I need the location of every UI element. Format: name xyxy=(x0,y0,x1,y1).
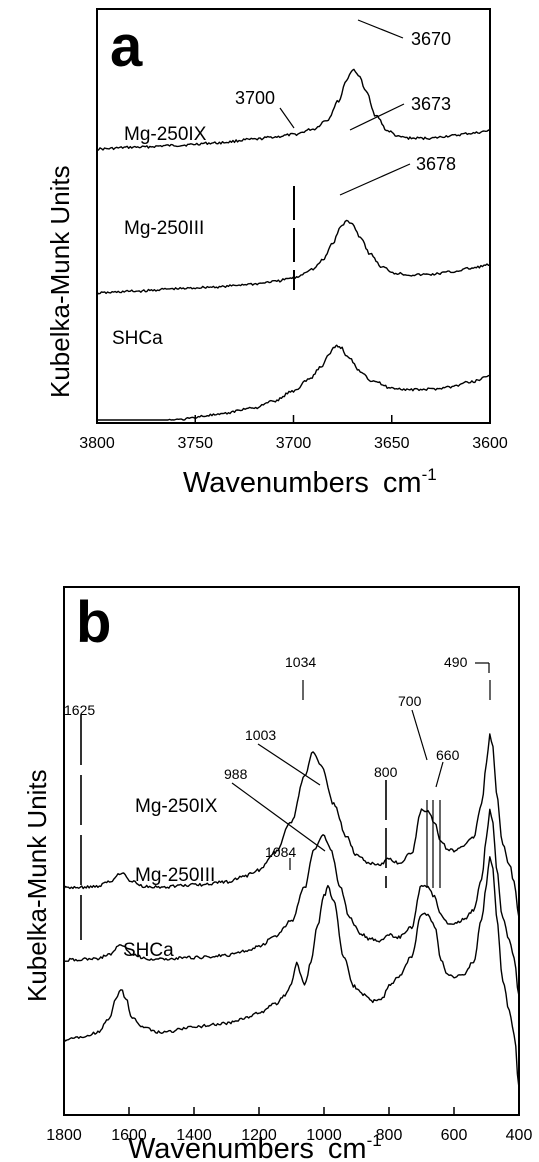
series-line-shca xyxy=(97,344,491,421)
a-leader-3670 xyxy=(357,19,404,39)
b-x-axis-label: Wavenumbers cm-1 xyxy=(128,1131,382,1162)
series-line-mg250ix xyxy=(63,733,520,919)
a-annotation-3670: 3670 xyxy=(411,29,451,49)
b-x-axis-label-exp: -1 xyxy=(367,1131,382,1150)
b-annotation-1084: 1084 xyxy=(265,844,296,860)
x-tick-label: 1200 xyxy=(241,1127,277,1144)
b-annotation-490: 490 xyxy=(444,654,468,670)
b-leader-988 xyxy=(231,782,326,852)
panel-a: 3800 3750 3700 3650 3600 a 3700 3670 3673 36… xyxy=(45,8,508,499)
x-tick-label: 3700 xyxy=(276,435,312,452)
x-tick-label: 800 xyxy=(376,1127,403,1144)
series-line-mg250iii xyxy=(63,808,520,997)
a-x-axis-label-unit: cm xyxy=(383,467,422,499)
x-tick-label: 1000 xyxy=(306,1127,342,1144)
a-leader-3700 xyxy=(279,107,295,129)
x-tick-label: 400 xyxy=(506,1127,533,1144)
b-leader-1003 xyxy=(257,743,321,786)
a-annotation-3673: 3673 xyxy=(411,94,451,114)
x-tick-label: 3600 xyxy=(472,435,508,452)
b-annotation-700: 700 xyxy=(398,693,422,709)
a-annotation-3678: 3678 xyxy=(416,154,456,174)
series-line-mg250ix xyxy=(96,68,491,151)
a-x-axis-label: Wavenumbers cm-1 xyxy=(183,465,437,499)
a-leader-3673 xyxy=(349,103,405,131)
x-tick-label: 1600 xyxy=(111,1127,147,1144)
panel-b-plot-frame xyxy=(63,586,520,1116)
panel-b-series xyxy=(63,733,520,1089)
b-annotation-1003: 1003 xyxy=(245,727,276,743)
b-annotation-1034: 1034 xyxy=(285,654,316,670)
panel-b: 1800 1600 1400 1200 1000 800 600 400 b 1625 108… xyxy=(22,586,532,1162)
x-tick-label: 600 xyxy=(441,1127,468,1144)
panel-b-letter: b xyxy=(76,590,111,655)
a-series-label-shca: SHCa xyxy=(112,328,163,349)
a-series-label-mg250iii: Mg-250III xyxy=(124,218,204,239)
b-y-axis-label: Kubelka-Munk Units xyxy=(22,769,52,1002)
x-tick-label: 3750 xyxy=(177,435,213,452)
panel-a-x-ticks: 3800 3750 3700 3650 3600 xyxy=(79,415,508,452)
x-tick-label: 1400 xyxy=(176,1127,212,1144)
b-series-label-shca: SHCa xyxy=(123,940,174,961)
b-annotation-1625: 1625 xyxy=(64,702,95,718)
a-annotation-3700: 3700 xyxy=(235,88,275,108)
series-line-shca xyxy=(63,856,520,1089)
a-series-label-mg250ix: Mg-250IX xyxy=(124,124,207,145)
b-x-axis-label-unit: cm xyxy=(328,1133,367,1162)
panel-a-letter: a xyxy=(110,14,143,79)
a-x-axis-label-exp: -1 xyxy=(422,465,437,484)
b-x-axis-label-word: Wavenumbers xyxy=(128,1133,314,1162)
x-tick-label: 1800 xyxy=(46,1127,82,1144)
a-y-axis-label: Kubelka-Munk Units xyxy=(45,165,75,398)
b-leader-660 xyxy=(435,761,444,788)
a-leader-3678 xyxy=(339,163,411,196)
x-tick-label: 3800 xyxy=(79,435,115,452)
b-series-label-mg250iii: Mg-250III xyxy=(135,865,215,886)
panel-b-x-ticks: 1800 1600 1400 1200 1000 800 600 400 xyxy=(46,1107,532,1144)
b-annotation-988: 988 xyxy=(224,766,248,782)
b-leader-700 xyxy=(411,709,428,761)
b-series-label-mg250ix: Mg-250IX xyxy=(135,796,218,817)
x-tick-label: 3650 xyxy=(374,435,410,452)
b-annotation-660: 660 xyxy=(436,747,460,763)
b-annotation-800: 800 xyxy=(374,764,398,780)
a-x-axis-label-word: Wavenumbers xyxy=(183,467,369,499)
